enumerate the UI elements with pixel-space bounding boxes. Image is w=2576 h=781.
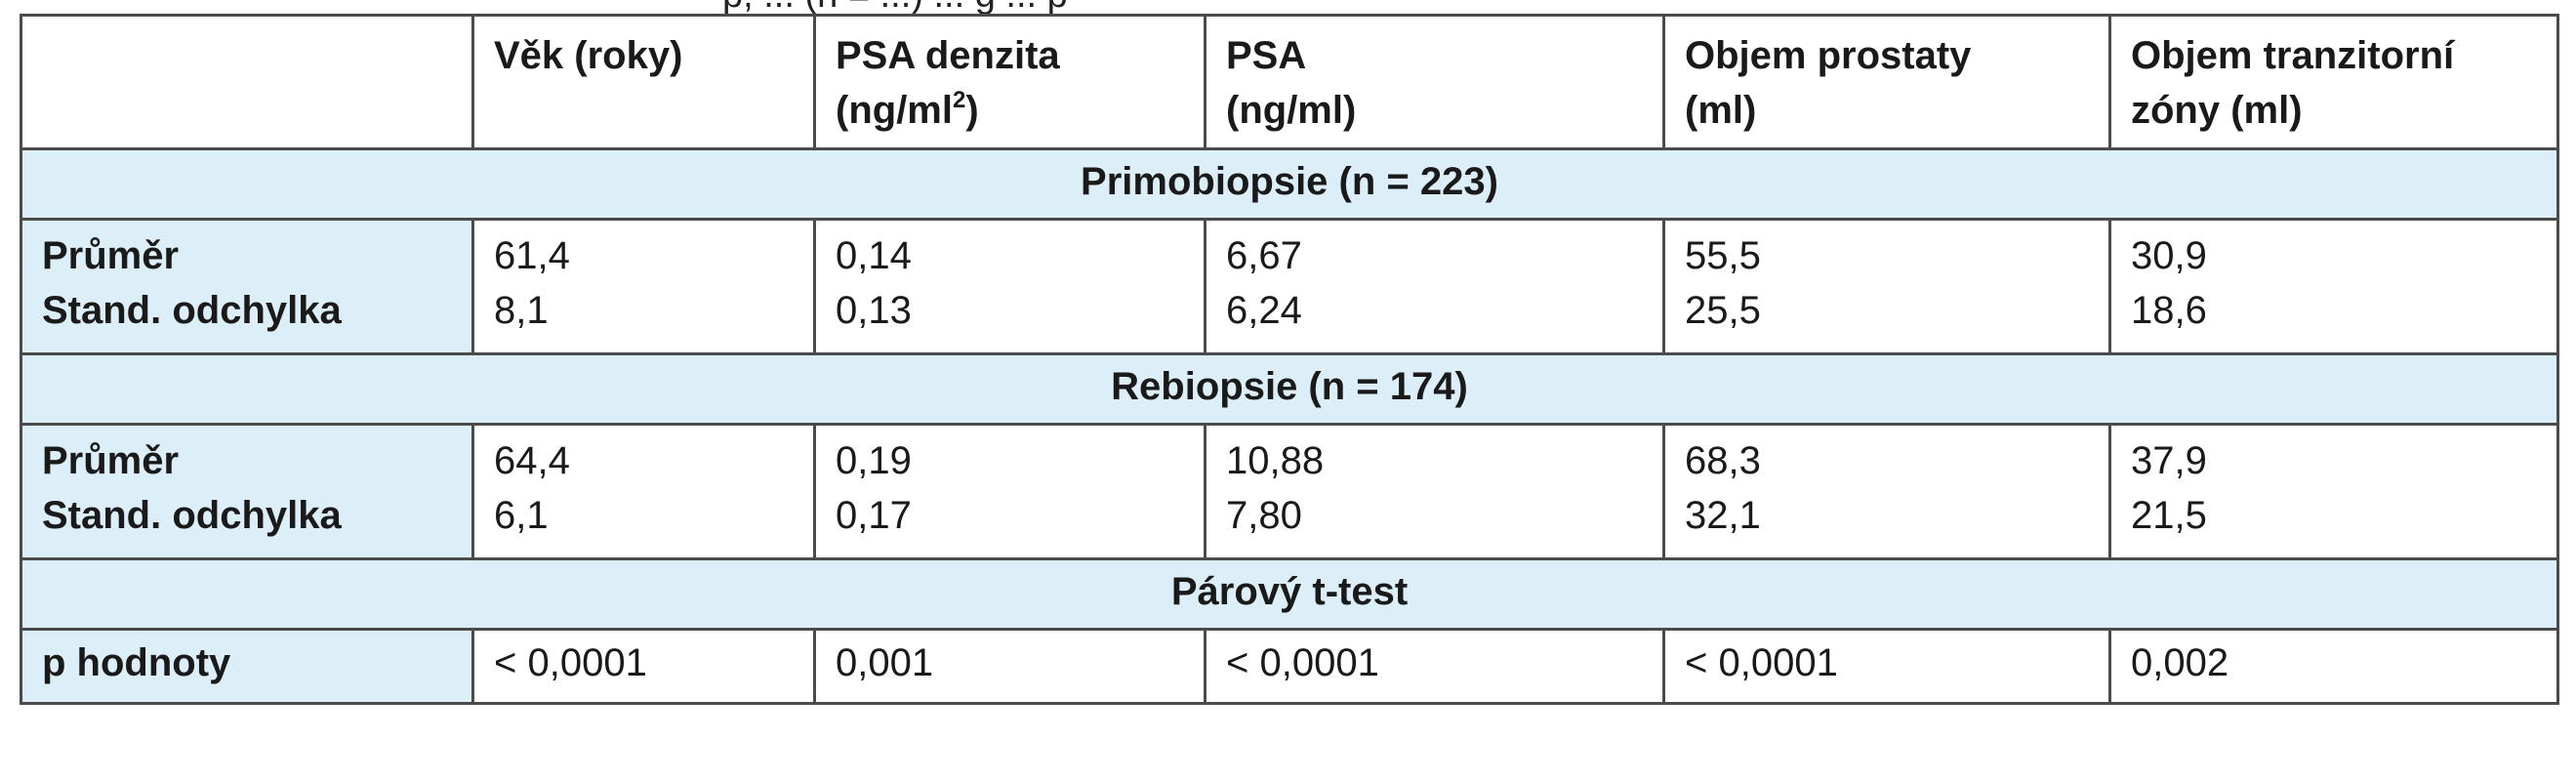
cell-sd: 0,17 [836, 494, 912, 537]
header-psa-density-unit-end: ) [965, 89, 979, 132]
table-cell: 37,9 21,5 [2108, 423, 2559, 560]
row-label: Průměr Stand. odchylka [20, 423, 474, 560]
statistics-table: Věk (roky) PSA denzita (ng/ml2) PSA (ng/… [20, 14, 2559, 705]
cell-mean: 37,9 [2131, 439, 2207, 482]
section-header-row: Primobiopsie (n = 223) [20, 147, 2559, 221]
cell-mean: 61,4 [494, 234, 570, 277]
row-label-mean: Průměr [42, 234, 180, 277]
table-cell: 55,5 25,5 [1662, 218, 2111, 355]
table-cell: 0,002 [2108, 628, 2559, 705]
table-cell: < 0,0001 [1662, 628, 2111, 705]
cell-mean: 64,4 [494, 439, 570, 482]
row-label-sd: Stand. odchylka [42, 289, 342, 332]
cell-sd: 32,1 [1685, 494, 1761, 537]
cell-sd: 8,1 [494, 289, 549, 332]
table-cell: 0,19 0,17 [813, 423, 1206, 560]
cell-mean: 30,9 [2131, 234, 2207, 277]
header-transition-zone-line2: zóny (ml) [2131, 89, 2303, 132]
cell-mean: 0,19 [836, 439, 912, 482]
header-prostate-volume: Objem prostaty (ml) [1662, 14, 2111, 150]
table-cell: 10,88 7,80 [1204, 423, 1665, 560]
caption-fragment: p, ... (n = ...) ... g ... p [722, 0, 1068, 14]
header-psa: PSA (ng/ml) [1204, 14, 1665, 150]
header-transition-zone-line1: Objem tranzitorní [2131, 34, 2455, 77]
header-psa-density-line1: PSA denzita [836, 34, 1060, 77]
cell-mean: 55,5 [1685, 234, 1761, 277]
header-corner [20, 14, 474, 150]
section-header-row: Párový t-test [20, 557, 2559, 631]
row-label-mean: Průměr [42, 439, 180, 482]
header-age-line1: Věk (roky) [494, 34, 683, 77]
header-transition-zone-volume: Objem tranzitorní zóny (ml) [2108, 14, 2559, 150]
table-cell: 0,14 0,13 [813, 218, 1206, 355]
table-cell: 64,4 6,1 [471, 423, 816, 560]
table-cell: 30,9 18,6 [2108, 218, 2559, 355]
header-age: Věk (roky) [471, 14, 816, 150]
header-psa-density-line2: (ng/ml2) [836, 83, 1184, 138]
header-prostate-volume-line1: Objem prostaty [1685, 34, 1972, 77]
cell-sd: 6,24 [1226, 289, 1302, 332]
row-label-p-values: p hodnoty [20, 628, 474, 705]
header-prostate-volume-line2: (ml) [1685, 89, 1757, 132]
cell-sd: 25,5 [1685, 289, 1761, 332]
cell-sd: 6,1 [494, 494, 549, 537]
section-title: Rebiopsie (n = 174) [20, 352, 2559, 426]
row-label: Průměr Stand. odchylka [20, 218, 474, 355]
test-title: Párový t-test [20, 557, 2559, 631]
header-row: Věk (roky) PSA denzita (ng/ml2) PSA (ng/… [20, 14, 2559, 150]
table-row: p hodnoty < 0,0001 0,001 < 0,0001 < 0,00… [20, 628, 2559, 705]
table-cell: < 0,0001 [1204, 628, 1665, 705]
row-label-sd: Stand. odchylka [42, 494, 342, 537]
header-psa-density-unit: (ng/ml [836, 89, 953, 132]
cell-sd: 0,13 [836, 289, 912, 332]
section-title: Primobiopsie (n = 223) [20, 147, 2559, 221]
header-psa-line2: (ng/ml) [1226, 89, 1357, 132]
cell-mean: 6,67 [1226, 234, 1302, 277]
table-cell: < 0,0001 [471, 628, 816, 705]
table-cell: 68,3 32,1 [1662, 423, 2111, 560]
table-cell: 6,67 6,24 [1204, 218, 1665, 355]
table-cell: 0,001 [813, 628, 1206, 705]
cell-sd: 21,5 [2131, 494, 2207, 537]
table-row: Průměr Stand. odchylka 61,4 8,1 0,14 0,1… [20, 218, 2559, 355]
cropped-caption: p, ... (n = ...) ... g ... p [0, 0, 2576, 14]
section-header-row: Rebiopsie (n = 174) [20, 352, 2559, 426]
header-psa-density: PSA denzita (ng/ml2) [813, 14, 1206, 150]
cell-sd: 7,80 [1226, 494, 1302, 537]
cell-sd: 18,6 [2131, 289, 2207, 332]
cell-mean: 10,88 [1226, 439, 1325, 482]
header-psa-density-sup: 2 [952, 87, 966, 113]
cell-mean: 68,3 [1685, 439, 1761, 482]
cell-mean: 0,14 [836, 234, 912, 277]
table-cell: 61,4 8,1 [471, 218, 816, 355]
table-row: Průměr Stand. odchylka 64,4 6,1 0,19 0,1… [20, 423, 2559, 560]
header-psa-line1: PSA [1226, 34, 1307, 77]
